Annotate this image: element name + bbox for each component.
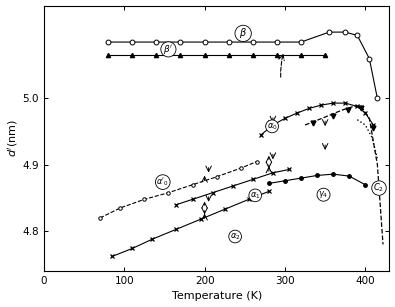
- Text: $\beta$: $\beta$: [239, 26, 247, 41]
- Text: $\alpha'_0$: $\alpha'_0$: [156, 176, 169, 188]
- Y-axis label: $d'$(nm): $d'$(nm): [6, 119, 20, 157]
- Text: $C_2$: $C_2$: [374, 182, 384, 194]
- X-axis label: Temperature (K): Temperature (K): [171, 291, 262, 301]
- Text: $\alpha_2$: $\alpha_2$: [230, 231, 241, 242]
- Text: $\beta'$: $\beta'$: [164, 43, 173, 56]
- Text: $\alpha_1$: $\alpha_1$: [250, 190, 261, 200]
- Text: $\alpha_0$: $\alpha_0$: [267, 121, 278, 132]
- Text: $\gamma_4$: $\gamma_4$: [318, 189, 329, 200]
